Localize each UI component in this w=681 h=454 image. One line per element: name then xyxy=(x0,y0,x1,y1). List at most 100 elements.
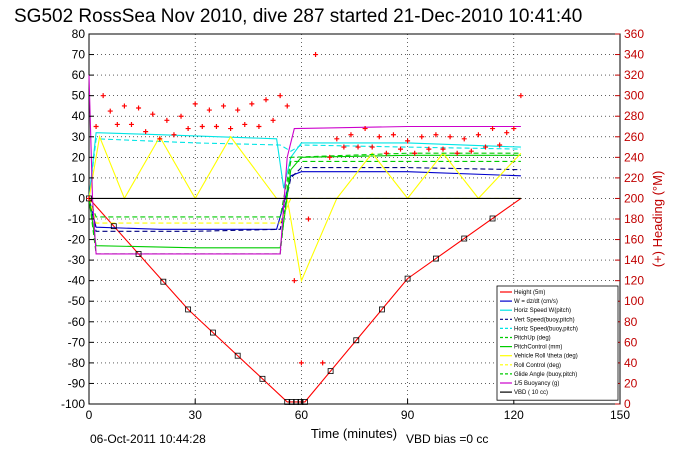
heading-marker xyxy=(412,150,418,156)
depth-marker xyxy=(461,235,468,242)
footer-note: VBD bias =0 cc xyxy=(406,432,488,446)
heading-marker xyxy=(405,138,411,144)
heading-marker xyxy=(128,121,134,127)
heading-marker xyxy=(313,52,319,58)
heading-marker xyxy=(348,132,354,138)
legend-label: Glide Angle (buoy,pitch) xyxy=(514,372,577,378)
y-right-tick-label: 40 xyxy=(624,356,638,370)
legend-label: Vert Speed(buoy,pitch) xyxy=(514,317,575,323)
series-group xyxy=(86,52,524,405)
y-tick-label: -20 xyxy=(68,233,86,247)
y-tick-label: -60 xyxy=(68,315,86,329)
depth-marker xyxy=(489,215,496,222)
heading-marker xyxy=(298,360,304,366)
depth-marker xyxy=(302,399,308,405)
heading-marker xyxy=(277,93,283,99)
heading-marker xyxy=(235,107,241,113)
y-right-tick-label: 100 xyxy=(624,294,644,308)
series-line xyxy=(88,154,521,249)
heading-marker xyxy=(178,113,184,119)
heading-marker xyxy=(419,134,425,140)
heading-marker xyxy=(143,129,149,135)
legend-label: 1/5 Buoyancy (g) xyxy=(514,381,559,387)
y-right-tick-label: 280 xyxy=(624,109,644,123)
heading-marker xyxy=(185,126,191,132)
legend-label: PitchControl (mm) xyxy=(514,345,562,351)
y-right-tick-label: 80 xyxy=(624,315,638,329)
series-line xyxy=(88,160,521,218)
legend: Height (5m) W = dz/dt (cm/s) Horiz Speed W… xyxy=(496,285,619,401)
depth-marker xyxy=(293,399,299,405)
heading-marker xyxy=(305,216,311,222)
depth-marker xyxy=(404,275,411,282)
depth-marker xyxy=(353,337,360,344)
y-tick-label: 30 xyxy=(72,130,86,144)
y-tick-label: -30 xyxy=(68,253,86,267)
heading-marker xyxy=(490,126,496,132)
series-line xyxy=(88,75,521,255)
depth-marker xyxy=(259,375,266,382)
y-right-tick-label: 320 xyxy=(624,68,644,82)
y-right-tick-label: 120 xyxy=(624,274,644,288)
legend-label: VBD ( 10 cc) xyxy=(514,390,548,396)
x-tick-label: 150 xyxy=(610,408,630,422)
heading-marker xyxy=(327,154,333,160)
y-right-tick-label: 200 xyxy=(624,191,644,205)
heading-marker xyxy=(433,132,439,138)
heading-marker xyxy=(320,360,326,366)
y-right-tick-label: 140 xyxy=(624,253,644,267)
heading-marker xyxy=(383,150,389,156)
heading-marker xyxy=(199,124,205,129)
chart-title: SG502 RossSea Nov 2010, dive 287 started… xyxy=(14,6,582,27)
x-tick-label: 0 xyxy=(86,408,93,422)
heading-marker xyxy=(334,136,340,142)
heading-marker xyxy=(206,107,212,113)
axes: -100-90-80-70-60-50-40-30-20-10010203040… xyxy=(61,27,644,422)
heading-marker xyxy=(398,146,404,152)
heading-marker xyxy=(390,132,396,138)
footer-date: 06-Oct-2011 10:44:28 xyxy=(90,432,206,446)
depth-marker xyxy=(297,399,304,405)
heading-marker xyxy=(192,101,198,107)
legend-label: Horiz Speed(buoy,pitch) xyxy=(514,326,578,332)
heading-marker xyxy=(213,124,219,129)
heading-marker xyxy=(355,144,361,150)
heading-marker xyxy=(475,132,481,138)
y-tick-label: 70 xyxy=(72,48,86,62)
y-tick-label: 0 xyxy=(78,191,85,205)
y-tick-label: 40 xyxy=(72,109,86,123)
heading-marker xyxy=(270,117,276,123)
heading-marker xyxy=(291,278,297,284)
legend-label: W = dz/dt (cm/s) xyxy=(514,299,558,305)
y-right-tick-label: 300 xyxy=(624,89,644,103)
heading-marker xyxy=(468,148,474,154)
heading-marker xyxy=(136,105,142,111)
heading-marker xyxy=(221,103,227,109)
y-tick-label: 10 xyxy=(72,171,86,185)
heading-marker xyxy=(447,134,453,140)
series-line xyxy=(88,138,521,199)
depth-marker xyxy=(234,352,241,359)
y-tick-label: -40 xyxy=(68,274,86,288)
heading-marker xyxy=(150,111,156,117)
heading-marker xyxy=(164,117,170,123)
heading-marker xyxy=(100,93,106,99)
x-tick-label: 60 xyxy=(295,408,309,422)
legend-label: PitchUp (deg) xyxy=(514,336,551,342)
heading-marker xyxy=(497,142,503,148)
heading-marker xyxy=(376,134,382,140)
depth-marker xyxy=(185,306,192,313)
heading-marker xyxy=(114,121,120,127)
x-tick-label: 120 xyxy=(504,408,524,422)
y-tick-label: -90 xyxy=(68,376,86,390)
x-tick-label: 90 xyxy=(401,408,415,422)
depth-marker xyxy=(284,399,291,405)
heading-marker xyxy=(242,121,248,127)
heading-marker xyxy=(341,144,347,150)
y-tick-label: 80 xyxy=(72,27,86,41)
y-right-tick-label: 240 xyxy=(624,150,644,164)
series-line xyxy=(88,197,522,403)
heading-marker xyxy=(461,136,467,142)
y-right-tick-label: 260 xyxy=(624,130,644,144)
heading-marker xyxy=(228,126,234,132)
